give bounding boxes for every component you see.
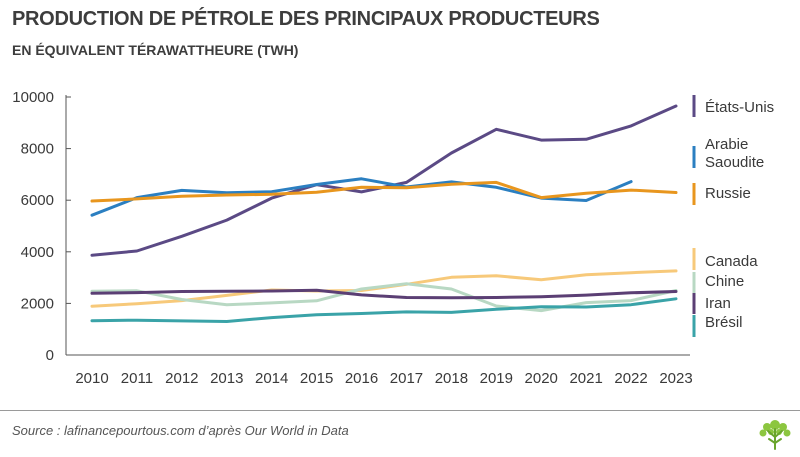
x-tick-label: 2014 — [255, 370, 288, 387]
y-tick-label: 4000 — [21, 244, 54, 261]
y-tick-label: 2000 — [21, 295, 54, 312]
x-tick-label: 2019 — [480, 370, 513, 387]
series-line-3 — [90, 269, 678, 308]
chart-title: PRODUCTION DE PÉTROLE DES PRINCIPAUX PRO… — [12, 8, 600, 30]
y-tick-label: 10000 — [12, 89, 54, 106]
legend-label: États-Unis — [705, 99, 774, 116]
x-tick-label: 2010 — [75, 370, 108, 387]
x-tick-label: 2018 — [435, 370, 468, 387]
source-note: Source : lafinancepourtous.com d’après O… — [12, 423, 349, 438]
chart-subtitle: EN ÉQUIVALENT TÉRAWATTHEURE (TWH) — [12, 42, 299, 58]
x-tick-label: 2021 — [569, 370, 602, 387]
series-line-6 — [90, 297, 678, 323]
series-line-5 — [90, 288, 678, 300]
line-chart: 0 2000 4000 6000 8000 10000 2010 2011 2012 2013 20… — [12, 89, 774, 387]
x-tick-label: 2015 — [300, 370, 333, 387]
legend-label: Arabie — [705, 136, 748, 153]
footer-divider — [0, 410, 800, 411]
legend-label: Canada — [705, 253, 758, 270]
series-line-4 — [90, 282, 678, 313]
legend-label: Chine — [705, 273, 744, 290]
x-tick-label: 2022 — [614, 370, 647, 387]
x-tick-label: 2011 — [121, 370, 153, 387]
x-tick-label: 2017 — [390, 370, 423, 387]
chart-axes: 0 2000 4000 6000 8000 10000 2010 2011 2012 2013 20… — [12, 89, 692, 387]
chart-lines — [90, 104, 678, 323]
x-tick-label: 2013 — [210, 370, 243, 387]
y-tick-label: 6000 — [21, 192, 54, 209]
tree-icon — [759, 420, 791, 450]
legend-label: Iran — [705, 295, 731, 312]
series-line-0 — [90, 104, 678, 257]
y-tick-label: 0 — [46, 347, 54, 364]
legend-label: Brésil — [705, 314, 743, 331]
x-tick-label: 2020 — [525, 370, 558, 387]
x-tick-label: 2023 — [659, 370, 692, 387]
series-line-2 — [90, 180, 678, 203]
y-tick-label: 8000 — [21, 141, 54, 158]
x-tick-label: 2016 — [345, 370, 378, 387]
legend-label: Russie — [705, 185, 751, 202]
x-tick-label: 2012 — [165, 370, 198, 387]
legend-label: Saoudite — [705, 154, 764, 171]
